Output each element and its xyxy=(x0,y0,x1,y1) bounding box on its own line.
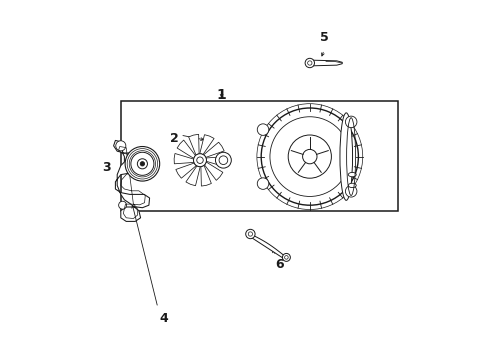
Circle shape xyxy=(257,178,269,189)
Polygon shape xyxy=(201,165,211,186)
Ellipse shape xyxy=(340,113,352,200)
Circle shape xyxy=(288,135,331,178)
Circle shape xyxy=(245,229,255,239)
Circle shape xyxy=(197,157,203,163)
Text: 6: 6 xyxy=(275,258,284,271)
Polygon shape xyxy=(174,153,194,164)
Circle shape xyxy=(345,116,357,128)
Text: 3: 3 xyxy=(102,161,111,174)
Ellipse shape xyxy=(348,172,356,177)
Polygon shape xyxy=(250,234,286,260)
Circle shape xyxy=(119,201,126,209)
Circle shape xyxy=(125,147,160,181)
Circle shape xyxy=(194,154,206,167)
Circle shape xyxy=(345,185,357,197)
Polygon shape xyxy=(200,135,214,154)
Circle shape xyxy=(140,162,145,166)
Circle shape xyxy=(257,124,269,135)
Text: 5: 5 xyxy=(320,31,329,44)
Polygon shape xyxy=(176,163,196,178)
Bar xyxy=(121,101,398,211)
Text: 1: 1 xyxy=(217,89,226,102)
Polygon shape xyxy=(186,166,200,186)
Ellipse shape xyxy=(348,183,356,188)
Circle shape xyxy=(116,141,126,151)
Polygon shape xyxy=(114,140,159,221)
Polygon shape xyxy=(177,140,196,158)
Polygon shape xyxy=(204,142,224,157)
Circle shape xyxy=(216,152,231,168)
Circle shape xyxy=(261,108,358,205)
Text: 4: 4 xyxy=(160,312,169,325)
Polygon shape xyxy=(206,157,226,167)
Polygon shape xyxy=(204,162,223,180)
Circle shape xyxy=(149,156,158,165)
Polygon shape xyxy=(310,60,342,66)
Circle shape xyxy=(137,159,147,169)
Text: 2: 2 xyxy=(171,132,179,145)
Circle shape xyxy=(305,58,315,68)
Circle shape xyxy=(303,149,317,164)
Polygon shape xyxy=(189,134,199,155)
Circle shape xyxy=(282,253,291,261)
